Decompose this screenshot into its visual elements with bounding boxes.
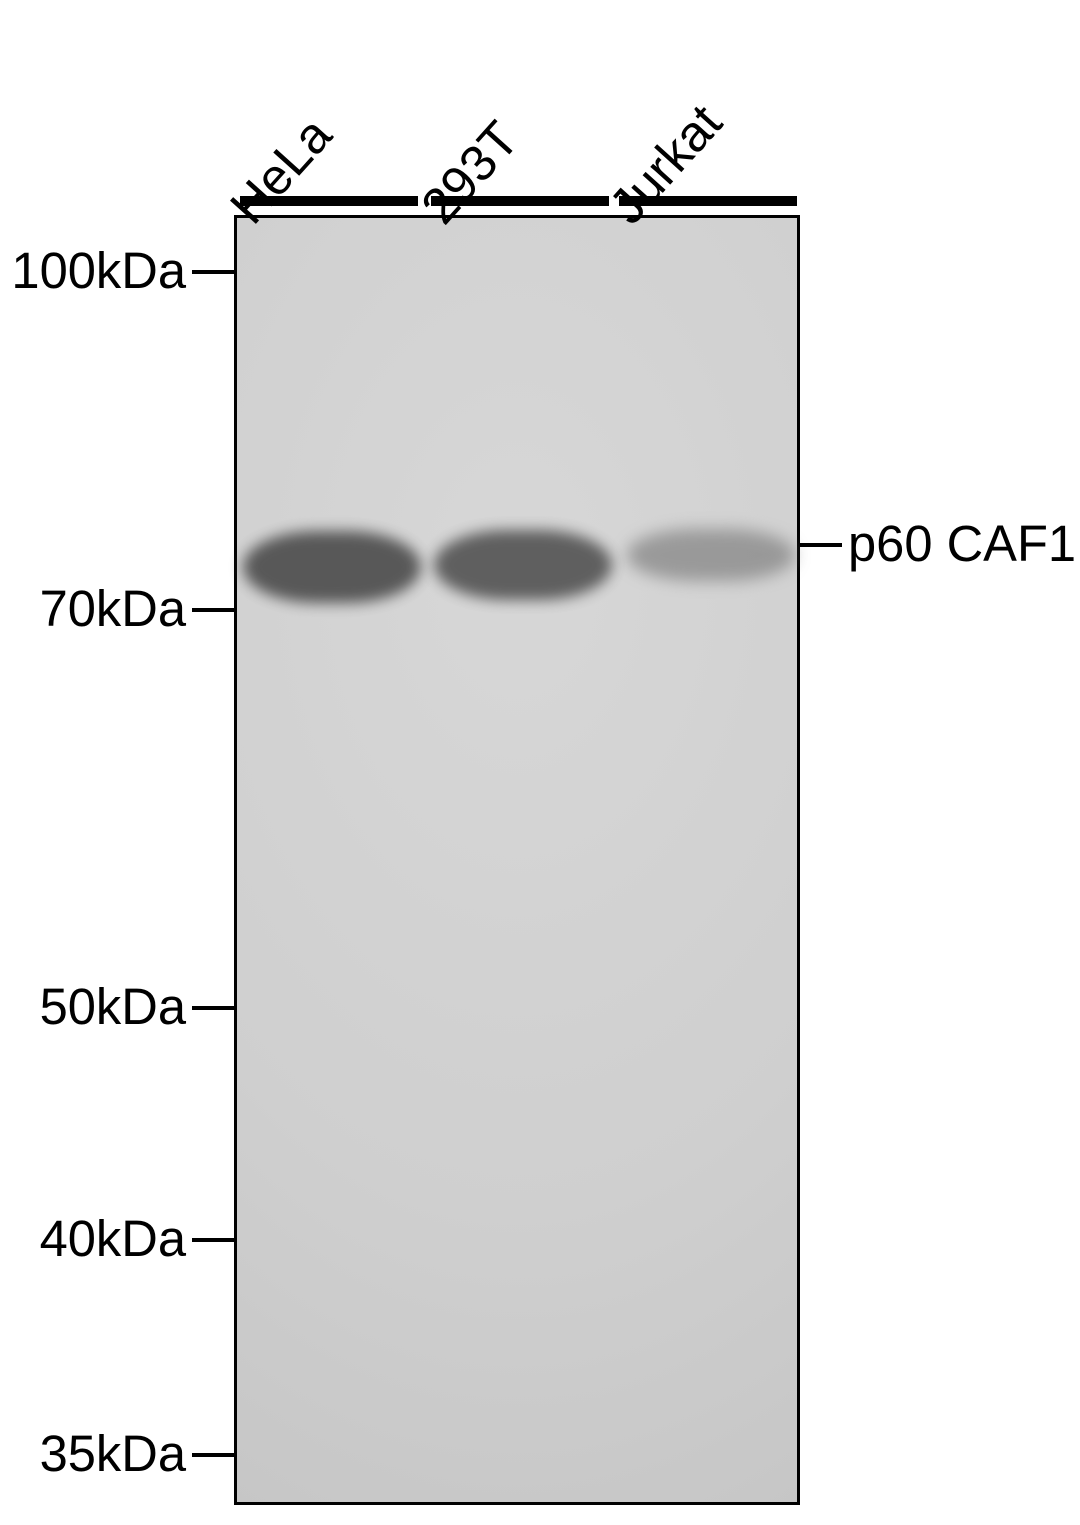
marker-label: 100kDa [11, 241, 186, 300]
blot-background [237, 218, 797, 1502]
band-annotation-label: p60 CAF1 [848, 514, 1076, 573]
marker-tick [192, 608, 234, 612]
band-lane-2 [627, 529, 795, 581]
marker-tick [192, 1238, 234, 1242]
marker-tick [192, 1006, 234, 1010]
band-annotation-tick [800, 543, 842, 547]
marker-label: 40kDa [40, 1209, 186, 1268]
marker-label: 70kDa [40, 579, 186, 638]
marker-tick [192, 270, 234, 274]
lane-label: Jurkat [597, 93, 733, 235]
marker-label: 50kDa [40, 977, 186, 1036]
marker-label: 35kDa [40, 1424, 186, 1483]
band-lane-0 [243, 531, 421, 603]
band-lane-1 [434, 530, 612, 600]
western-blot [234, 215, 800, 1505]
marker-tick [192, 1453, 234, 1457]
